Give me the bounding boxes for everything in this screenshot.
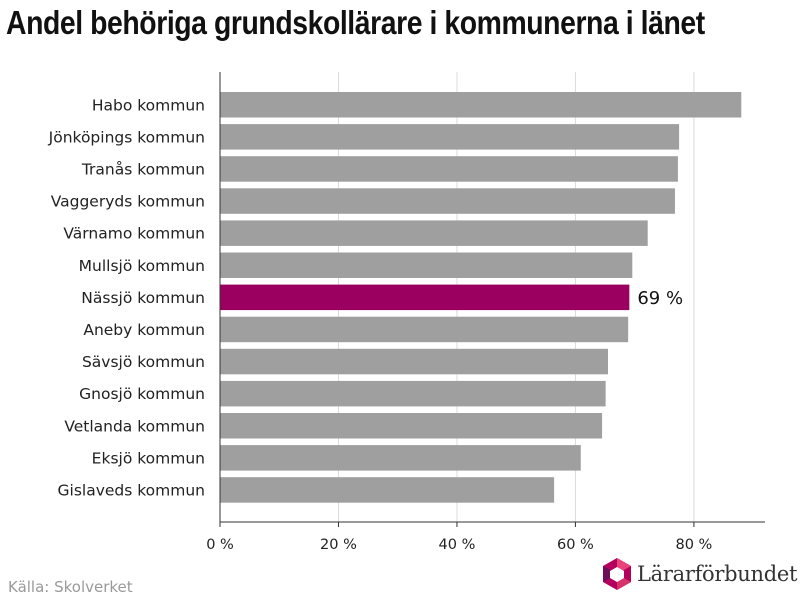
category-label: Jönköpings kommun (48, 128, 205, 146)
category-label: Aneby kommun (83, 321, 205, 339)
bar (220, 413, 603, 439)
category-label: Tranås kommun (81, 160, 205, 178)
bar-highlighted (220, 284, 630, 311)
x-axis: 0 % 20 % 40 % 60 % 80 % (206, 72, 765, 553)
bar (220, 316, 629, 343)
bar (220, 220, 648, 246)
category-label: Habo kommun (92, 96, 205, 114)
bar (220, 445, 581, 471)
bar (220, 252, 633, 278)
bar (220, 124, 680, 150)
x-tick-label: 20 % (320, 537, 357, 553)
bar (220, 348, 609, 375)
chart-title: Andel behöriga grundskollärare i kommune… (6, 4, 705, 41)
category-labels: Habo kommun Jönköpings kommun Tranås kommu… (48, 96, 683, 499)
bar (220, 477, 555, 503)
lararforbundet-logo-icon (603, 558, 631, 590)
logo-text: Lärarförbundet (637, 562, 798, 586)
x-tick-label: 0 % (206, 537, 234, 553)
source-note: Källa: Skolverket (8, 578, 133, 596)
bar (220, 92, 742, 118)
category-label: Eksjö kommun (92, 449, 205, 467)
x-tick-label: 40 % (439, 537, 476, 553)
category-label: Vaggeryds kommun (51, 193, 205, 211)
brand-logo: Lärarförbundet (602, 556, 797, 592)
bar (220, 380, 606, 407)
category-label: Mullsjö kommun (79, 257, 205, 275)
bar-chart: 0 % 20 % 40 % 60 % 80 % Habo kommun Jönköping… (48, 72, 765, 553)
bar (220, 156, 678, 182)
bar (220, 188, 675, 214)
category-label: Gnosjö kommun (79, 385, 205, 403)
category-label: Vetlanda kommun (64, 417, 205, 435)
x-tick-label: 60 % (557, 537, 594, 553)
category-label: Gislaveds kommun (58, 481, 206, 499)
x-tick-label: 80 % (675, 537, 712, 553)
category-label: Värnamo kommun (63, 225, 205, 243)
category-label: Sävsjö kommun (82, 353, 205, 371)
value-label: 69 % (637, 288, 683, 309)
bars (220, 92, 742, 503)
category-label: Nässjö kommun (81, 289, 205, 307)
